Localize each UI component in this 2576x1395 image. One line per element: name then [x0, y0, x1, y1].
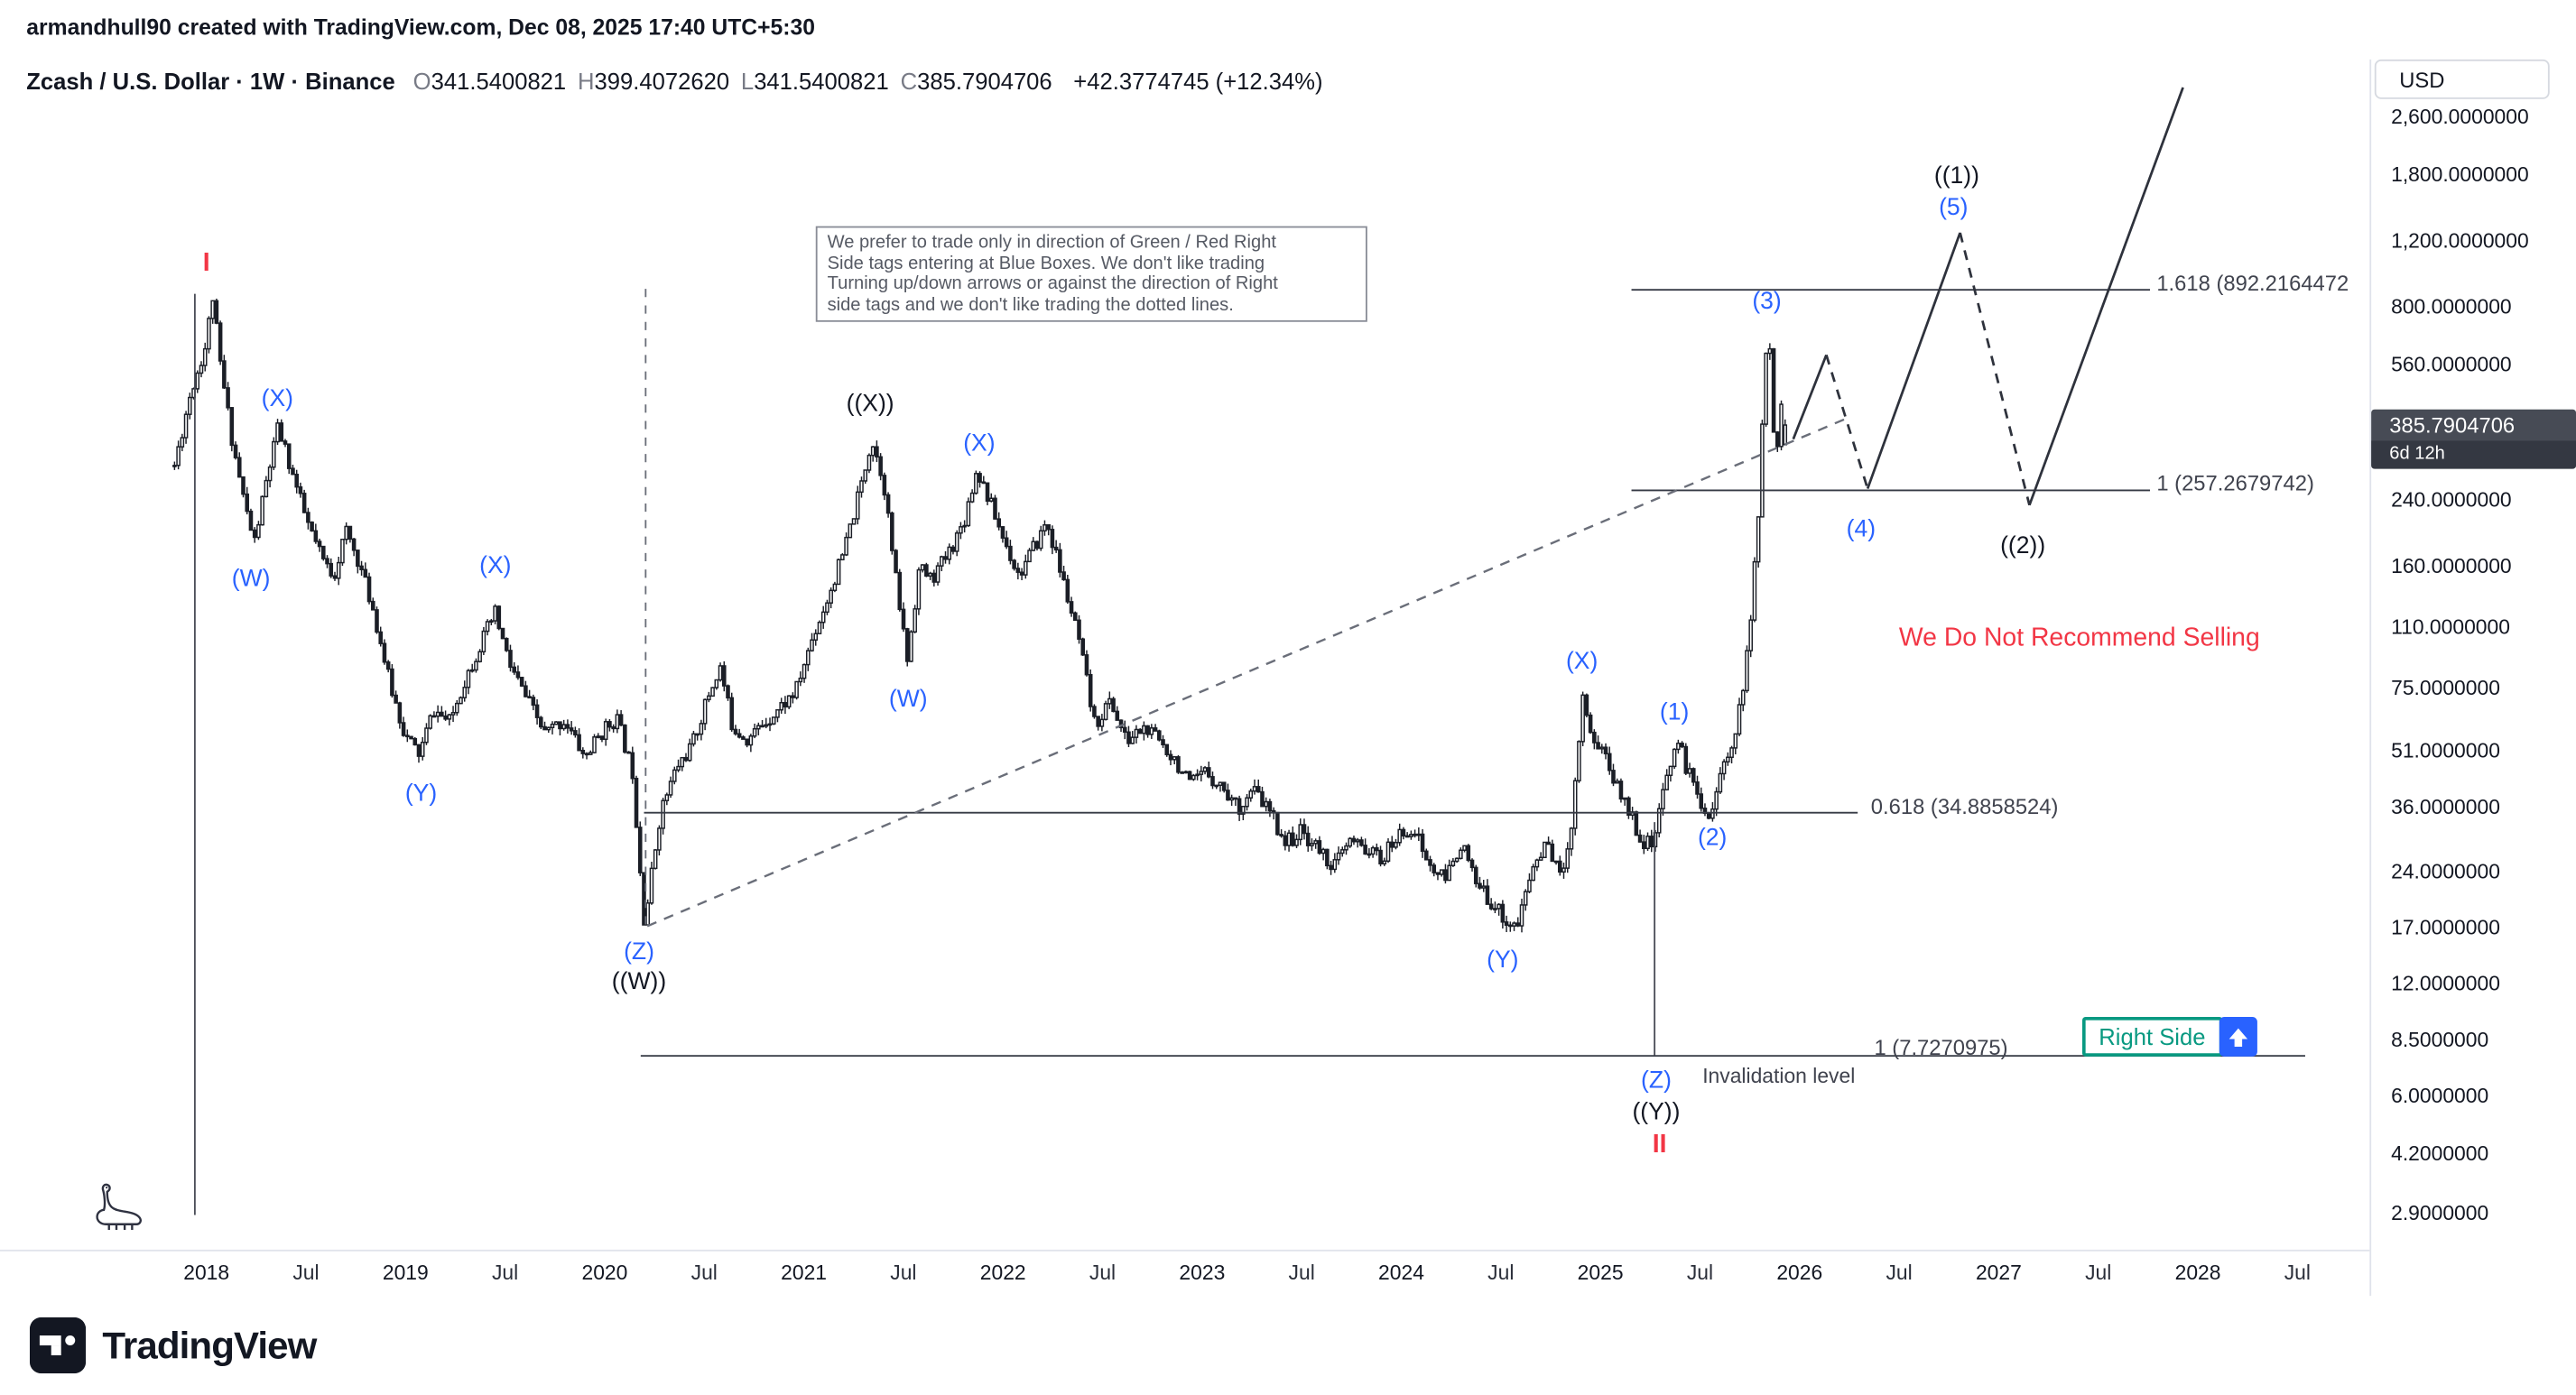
no-sell-warning: We Do Not Recommend Selling [1898, 624, 2260, 652]
candles [172, 298, 1788, 933]
projection-line [1866, 232, 1961, 489]
projection-line [1792, 354, 1828, 440]
price-axis-label: 36.0000000 [2391, 795, 2500, 818]
ohlc-value: 341.5400821 [754, 68, 889, 95]
time-axis-label: 2028 [2174, 1261, 2221, 1285]
time-axis-label: 2020 [581, 1261, 628, 1285]
current-price: 385.7904706 [2389, 413, 2516, 439]
note-line: side tags and we don't like trading the … [827, 295, 1234, 316]
time-axis-label: 2018 [183, 1261, 230, 1285]
price-axis-label: 4.2000000 [2391, 1141, 2489, 1165]
price-axis-label: 75.0000000 [2391, 677, 2500, 700]
price-axis-label: 6.0000000 [2391, 1084, 2489, 1108]
time-axis-label: Jul [1089, 1261, 1117, 1285]
time-axis-label: 2027 [1975, 1261, 2022, 1285]
projection-line [2028, 87, 2184, 506]
symbol-header: Zcash / U.S. Dollar · 1W · Binance O341.… [26, 68, 1322, 94]
price-scale-separator [2369, 59, 2372, 1297]
ohlc-values: O341.5400821 H399.4072620 L341.5400821 C385… [402, 68, 1052, 94]
ohlc-key: H [578, 68, 595, 95]
time-axis-label: 2024 [1378, 1261, 1424, 1285]
price-axis-label: 2,600.0000000 [2391, 105, 2529, 128]
projection-dashed-line [1959, 232, 2031, 506]
time-axis-label: Jul [1886, 1261, 1913, 1285]
time-axis[interactable]: 2018 Jul 2019 Jul 2020 Jul 2021 Jul 2022 Jul 2023 J… [0, 1249, 2370, 1298]
price-axis-label: 800.0000000 [2391, 294, 2512, 319]
tradingview-logo-icon [29, 1316, 87, 1374]
time-axis-label: Jul [890, 1261, 917, 1285]
time-axis-label: 2025 [1577, 1261, 1624, 1285]
time-axis-label: 2023 [1179, 1261, 1226, 1285]
ohlc-key: L [740, 68, 755, 95]
dino-icon [96, 1183, 142, 1230]
bar-countdown: 6d 12h [2371, 441, 2576, 470]
currency-button[interactable]: USD [2374, 59, 2550, 99]
trade-note-text: We prefer to trade only in direction of … [828, 233, 1356, 316]
price-axis-label: 24.0000000 [2391, 860, 2500, 884]
drawings [193, 87, 2305, 1215]
price-axis-label: 240.0000000 [2391, 489, 2512, 513]
time-axis-label: Jul [292, 1261, 320, 1285]
attribution: armandhull90 created with TradingView.co… [26, 14, 815, 40]
time-axis-label: Jul [2085, 1261, 2112, 1285]
price-axis-label: 2.9000000 [2391, 1201, 2489, 1225]
price-axis-label: 17.0000000 [2391, 916, 2500, 940]
price-axis-label: 160.0000000 [2391, 554, 2512, 578]
right-side-tag[interactable]: Right Side [2081, 1016, 2222, 1057]
time-axis-label: Jul [492, 1261, 519, 1285]
time-axis-label: 2026 [1776, 1261, 1823, 1285]
symbol-title: Zcash / U.S. Dollar · 1W · Binance [26, 68, 395, 95]
trade-note: We prefer to trade only in direction of … [815, 226, 1367, 323]
projection-dashed-line [1825, 354, 1869, 489]
price-axis-label: 560.0000000 [2391, 352, 2512, 376]
ohlc-value: 385.7904706 [917, 68, 1052, 95]
projection-dashed-line [646, 418, 1846, 928]
price-axis-label: 8.5000000 [2391, 1028, 2489, 1051]
price-chart[interactable] [0, 0, 2369, 1250]
time-axis-label: Jul [1686, 1261, 1714, 1285]
note-line: Turning up/down arrows or against the di… [827, 274, 1278, 294]
time-axis-label: 2021 [781, 1261, 828, 1285]
time-axis-label: Jul [1487, 1261, 1515, 1285]
ohlc-value: 399.4072620 [594, 68, 730, 95]
ohlc-key: C [900, 68, 918, 95]
brand-name: TradingView [102, 1323, 317, 1366]
right-side-tag-label: Right Side [2099, 1023, 2206, 1050]
price-axis-label: 110.0000000 [2391, 614, 2510, 639]
current-price-badge: 385.7904706 6d 12h [2371, 410, 2576, 470]
tradingview-brand[interactable]: TradingView [29, 1316, 317, 1374]
note-line: We prefer to trade only in direction of … [827, 232, 1276, 253]
up-arrow-icon [2229, 1027, 2248, 1047]
currency-label: USD [2399, 67, 2445, 92]
time-axis-label: Jul [2284, 1261, 2311, 1285]
time-axis-label: Jul [690, 1261, 718, 1285]
price-axis-label: 51.0000000 [2391, 739, 2500, 762]
plot-area [172, 87, 2305, 1215]
price-axis-label: 12.0000000 [2391, 972, 2500, 996]
time-axis-label: 2019 [382, 1261, 429, 1285]
time-axis-label: 2022 [979, 1261, 1026, 1285]
up-arrow-button[interactable] [2219, 1016, 2257, 1057]
note-line: Side tags entering at Blue Boxes. We don… [827, 253, 1265, 273]
price-axis-label: 1,800.0000000 [2391, 163, 2529, 188]
invalidation-label: Invalidation level [1702, 1065, 1856, 1088]
ohlc-key: O [412, 68, 431, 95]
price-change: +42.3774745 (+12.34%) [1073, 68, 1323, 95]
time-axis-label: Jul [1288, 1261, 1315, 1285]
ohlc-value: 341.5400821 [431, 68, 567, 95]
price-axis-label: 1,200.0000000 [2391, 229, 2529, 254]
